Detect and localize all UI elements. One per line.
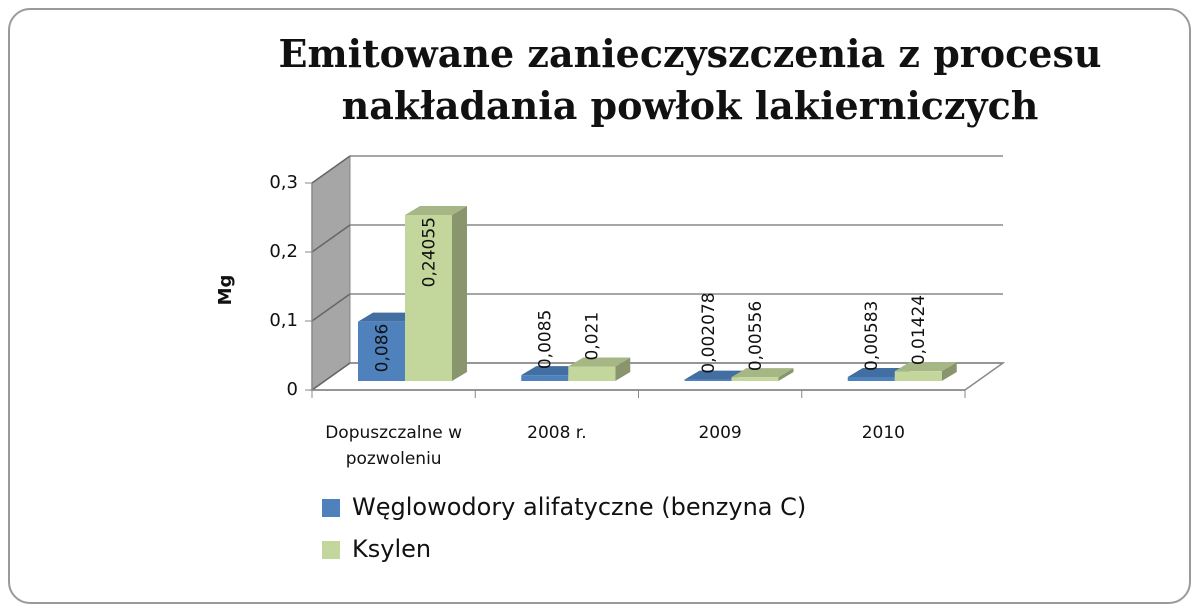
- y-tick-label: 0: [287, 379, 298, 400]
- data-label: 0,00583: [862, 301, 882, 371]
- x-tick-label: 2010: [861, 423, 905, 443]
- data-label: 0,24055: [420, 217, 440, 287]
- data-label: 0,01424: [909, 295, 929, 365]
- bar: [731, 377, 779, 381]
- y-tick-label: 0,3: [269, 172, 298, 193]
- y-tick-label: 0,1: [269, 310, 298, 331]
- bar-top: [847, 367, 910, 377]
- data-label: 0,002078: [699, 292, 719, 373]
- y-axis-label: Mg: [215, 275, 236, 306]
- side-wall: [311, 155, 351, 391]
- chart-title: Emitowane zanieczyszczenia z procesu nak…: [278, 31, 1102, 128]
- grid-line: [311, 224, 351, 253]
- bar-top: [405, 206, 467, 216]
- bar-side: [941, 362, 957, 381]
- legend-label: Ksylen: [352, 535, 431, 563]
- data-label: 0,086: [373, 324, 393, 373]
- bar: [684, 379, 732, 381]
- legend-label: Węglowodory alifatyczne (benzyna C): [352, 493, 806, 521]
- data-label: 0,00556: [746, 301, 766, 371]
- bar-side: [452, 206, 467, 381]
- x-tick-label: 2008 r.: [527, 423, 587, 443]
- bar: [894, 371, 942, 381]
- bar: [568, 366, 616, 381]
- bar-top: [521, 366, 584, 376]
- bar-side: [778, 368, 794, 381]
- bar-top: [568, 357, 631, 367]
- bar-top: [731, 368, 794, 378]
- bar-top: [358, 312, 420, 322]
- y-tick-label: 0,2: [269, 241, 298, 262]
- bar: [847, 376, 895, 381]
- data-label: 0,0085: [536, 310, 556, 369]
- grid-line: [311, 362, 351, 391]
- grid-line: [311, 293, 351, 322]
- bar: [358, 321, 405, 381]
- x-tick-label: 2009: [698, 423, 742, 443]
- bar-top: [684, 370, 747, 380]
- data-label: 0,021: [583, 312, 603, 361]
- x-tick-label: Dopuszczalne w pozwoleniu: [325, 423, 463, 469]
- legend-swatch: [322, 541, 340, 559]
- bar: [405, 215, 452, 381]
- frame: [8, 8, 1191, 604]
- bar-side: [615, 357, 631, 381]
- bar-top: [894, 362, 957, 372]
- legend-swatch: [322, 499, 340, 517]
- bar: [521, 375, 569, 381]
- grid-line: [311, 155, 351, 184]
